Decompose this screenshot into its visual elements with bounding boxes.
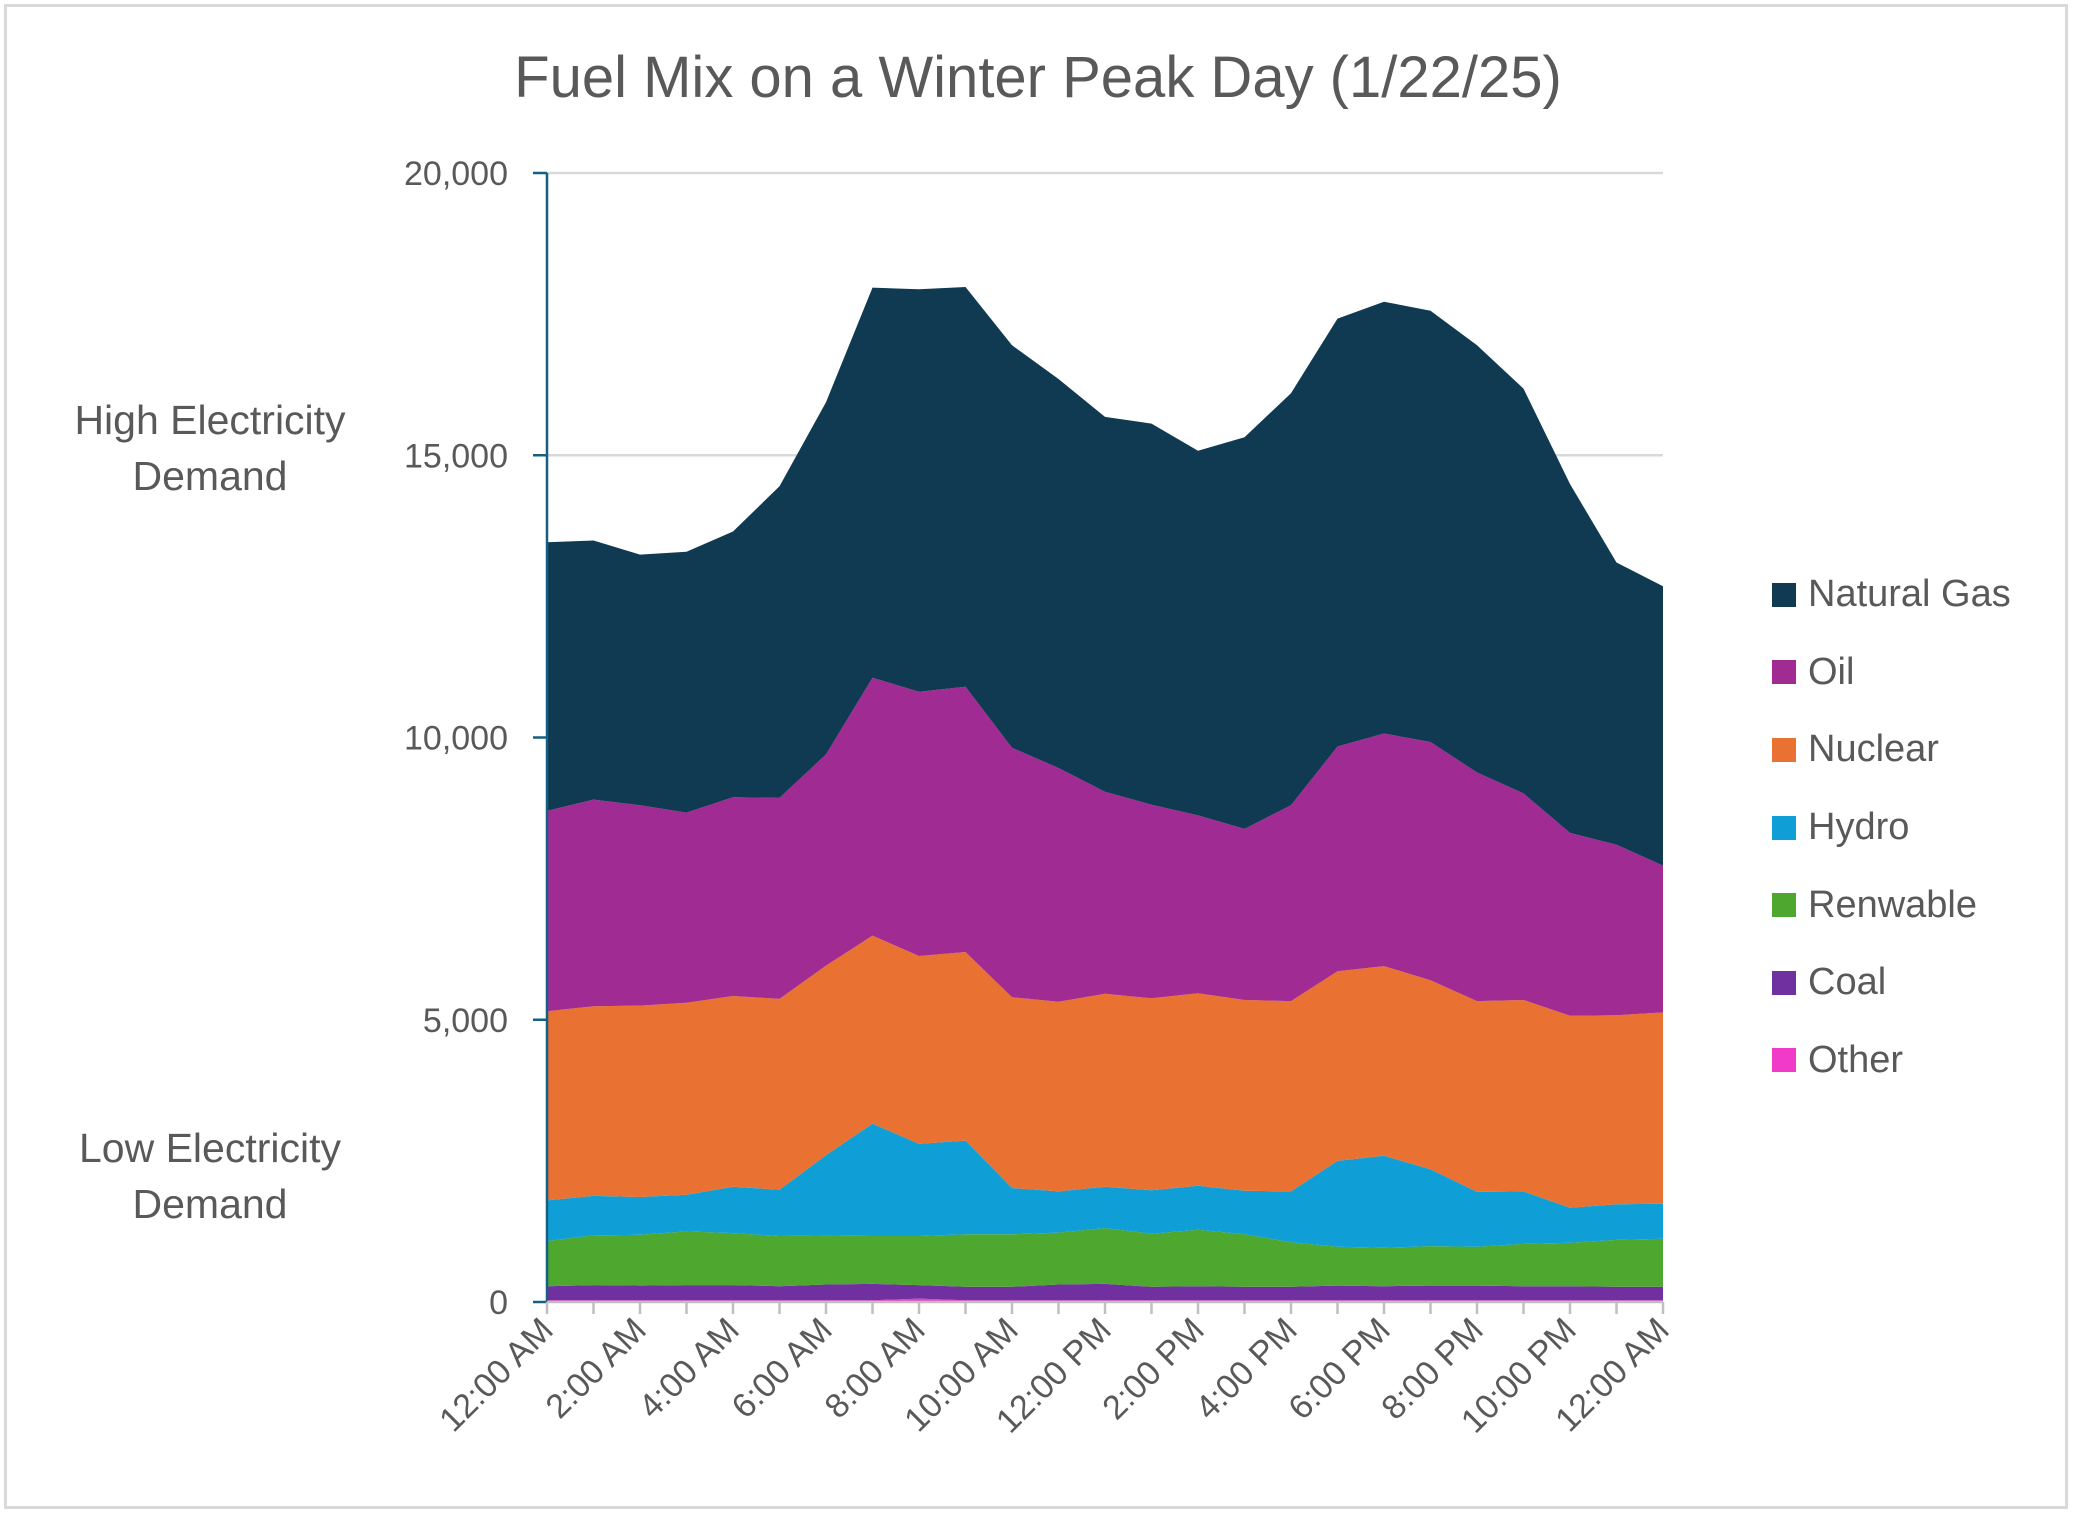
legend-label: Renwable — [1808, 883, 1977, 926]
x-tick-labels: 12:00 AM2:00 AM4:00 AM6:00 AM8:00 AM10:0… — [432, 1311, 1676, 1441]
high-demand-label: High Electricity Demand — [50, 392, 370, 504]
legend-item-oil: Oil — [1772, 634, 2011, 712]
high-demand-line-1: High Electricity — [74, 397, 346, 443]
legend-label: Natural Gas — [1808, 573, 2011, 616]
legend-label: Coal — [1808, 961, 1887, 1004]
x-tick-label: 2:00 PM — [1095, 1311, 1211, 1427]
area-oil — [547, 677, 1663, 1016]
legend-swatch — [1772, 970, 1796, 995]
low-demand-line-1: Low Electricity — [78, 1125, 341, 1171]
y-tick-label: 10,000 — [404, 720, 508, 758]
y-tick-label: 5,000 — [423, 1002, 508, 1040]
legend-item-natural-gas: Natural Gas — [1772, 556, 2011, 634]
legend-item-other: Other — [1772, 1022, 2011, 1100]
legend-label: Oil — [1808, 650, 1855, 693]
stacked-areas — [547, 287, 1663, 1302]
y-tick-label: 20,000 — [404, 155, 508, 193]
low-demand-line-2: Demand — [132, 1181, 288, 1227]
legend-swatch — [1772, 582, 1796, 607]
low-demand-label: Low Electricity Demand — [50, 1120, 370, 1232]
legend-item-renwable: Renwable — [1772, 866, 2011, 944]
x-tick-label: 6:00 AM — [725, 1311, 840, 1426]
legend-swatch — [1772, 737, 1796, 762]
chart-title: Fuel Mix on a Winter Peak Day (1/22/25) — [514, 45, 1562, 110]
x-tick-label: 6:00 PM — [1281, 1311, 1397, 1427]
x-tick-label: 2:00 AM — [539, 1311, 654, 1426]
legend-label: Hydro — [1808, 806, 1910, 849]
legend: Natural Gas Oil Nuclear Hydro Renwable C… — [1772, 556, 2011, 1099]
area-nuclear — [547, 935, 1663, 1208]
legend-label: Other — [1808, 1038, 1904, 1081]
high-demand-line-2: Demand — [132, 453, 288, 499]
legend-item-coal: Coal — [1772, 944, 2011, 1022]
area-coal — [547, 1283, 1663, 1301]
legend-item-hydro: Hydro — [1772, 789, 2011, 867]
axes — [533, 171, 1665, 1314]
legend-swatch — [1772, 1048, 1796, 1073]
x-tick-label: 12:00 AM — [432, 1311, 560, 1439]
legend-label: Nuclear — [1808, 728, 1939, 771]
legend-swatch — [1772, 893, 1796, 918]
legend-item-nuclear: Nuclear — [1772, 711, 2011, 789]
x-tick-label: 4:00 AM — [632, 1311, 747, 1426]
area-hydro — [547, 1123, 1663, 1248]
x-tick-label: 4:00 PM — [1188, 1311, 1304, 1427]
y-tick-label: 0 — [489, 1284, 508, 1322]
area-renwable — [547, 1228, 1663, 1287]
y-tick-label: 15,000 — [404, 437, 508, 475]
legend-swatch — [1772, 815, 1796, 840]
y-tick-labels: 0 5,000 10,000 15,000 20,000 — [404, 155, 508, 1322]
area-natural-gas — [547, 287, 1663, 866]
legend-swatch — [1772, 660, 1796, 685]
